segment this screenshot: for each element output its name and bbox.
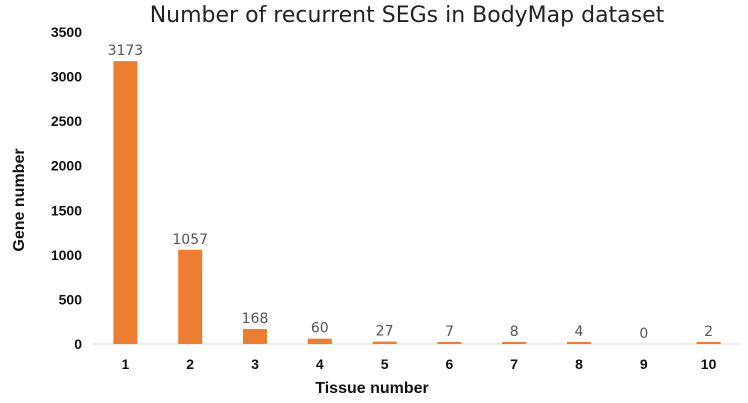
x-axis-title: Tissue number <box>315 380 429 397</box>
bar <box>113 61 138 344</box>
data-label: 7 <box>445 324 454 340</box>
y-tick-label: 1000 <box>51 247 82 263</box>
x-tick-label: 2 <box>186 356 194 372</box>
data-label: 1057 <box>172 232 208 248</box>
x-tick-label: 10 <box>701 356 717 372</box>
bar <box>307 338 332 344</box>
bar <box>502 342 527 344</box>
data-label: 2 <box>704 324 713 340</box>
y-tick-label: 1500 <box>51 202 82 218</box>
data-label: 8 <box>510 324 519 340</box>
y-tick-label: 3500 <box>51 24 82 40</box>
x-tick-label: 1 <box>122 356 130 372</box>
bar <box>372 341 397 344</box>
data-label: 27 <box>376 324 394 340</box>
bar <box>178 249 203 344</box>
x-tick-label: 9 <box>640 356 648 372</box>
data-label: 0 <box>639 326 648 342</box>
y-axis-title: Gene number <box>11 148 28 251</box>
x-tick-label: 6 <box>446 356 454 372</box>
data-label: 4 <box>575 324 584 340</box>
y-tick-label: 2500 <box>51 113 82 129</box>
y-tick-label: 0 <box>74 336 82 352</box>
bar <box>696 342 721 344</box>
x-tick-label: 3 <box>251 356 259 372</box>
chart-title: Number of recurrent SEGs in BodyMap data… <box>149 3 665 28</box>
x-tick-label: 7 <box>510 356 518 372</box>
bar <box>243 329 267 344</box>
y-tick-label: 3000 <box>51 69 82 85</box>
data-label: 168 <box>242 311 269 327</box>
bar <box>437 342 462 344</box>
x-tick-label: 8 <box>575 356 583 372</box>
data-label: 60 <box>311 321 329 337</box>
y-tick-label: 2000 <box>51 158 82 174</box>
y-tick-label: 500 <box>59 291 83 307</box>
x-tick-label: 5 <box>381 356 389 372</box>
data-label: 3173 <box>108 43 144 59</box>
bar <box>567 342 591 344</box>
x-tick-label: 4 <box>316 356 324 372</box>
